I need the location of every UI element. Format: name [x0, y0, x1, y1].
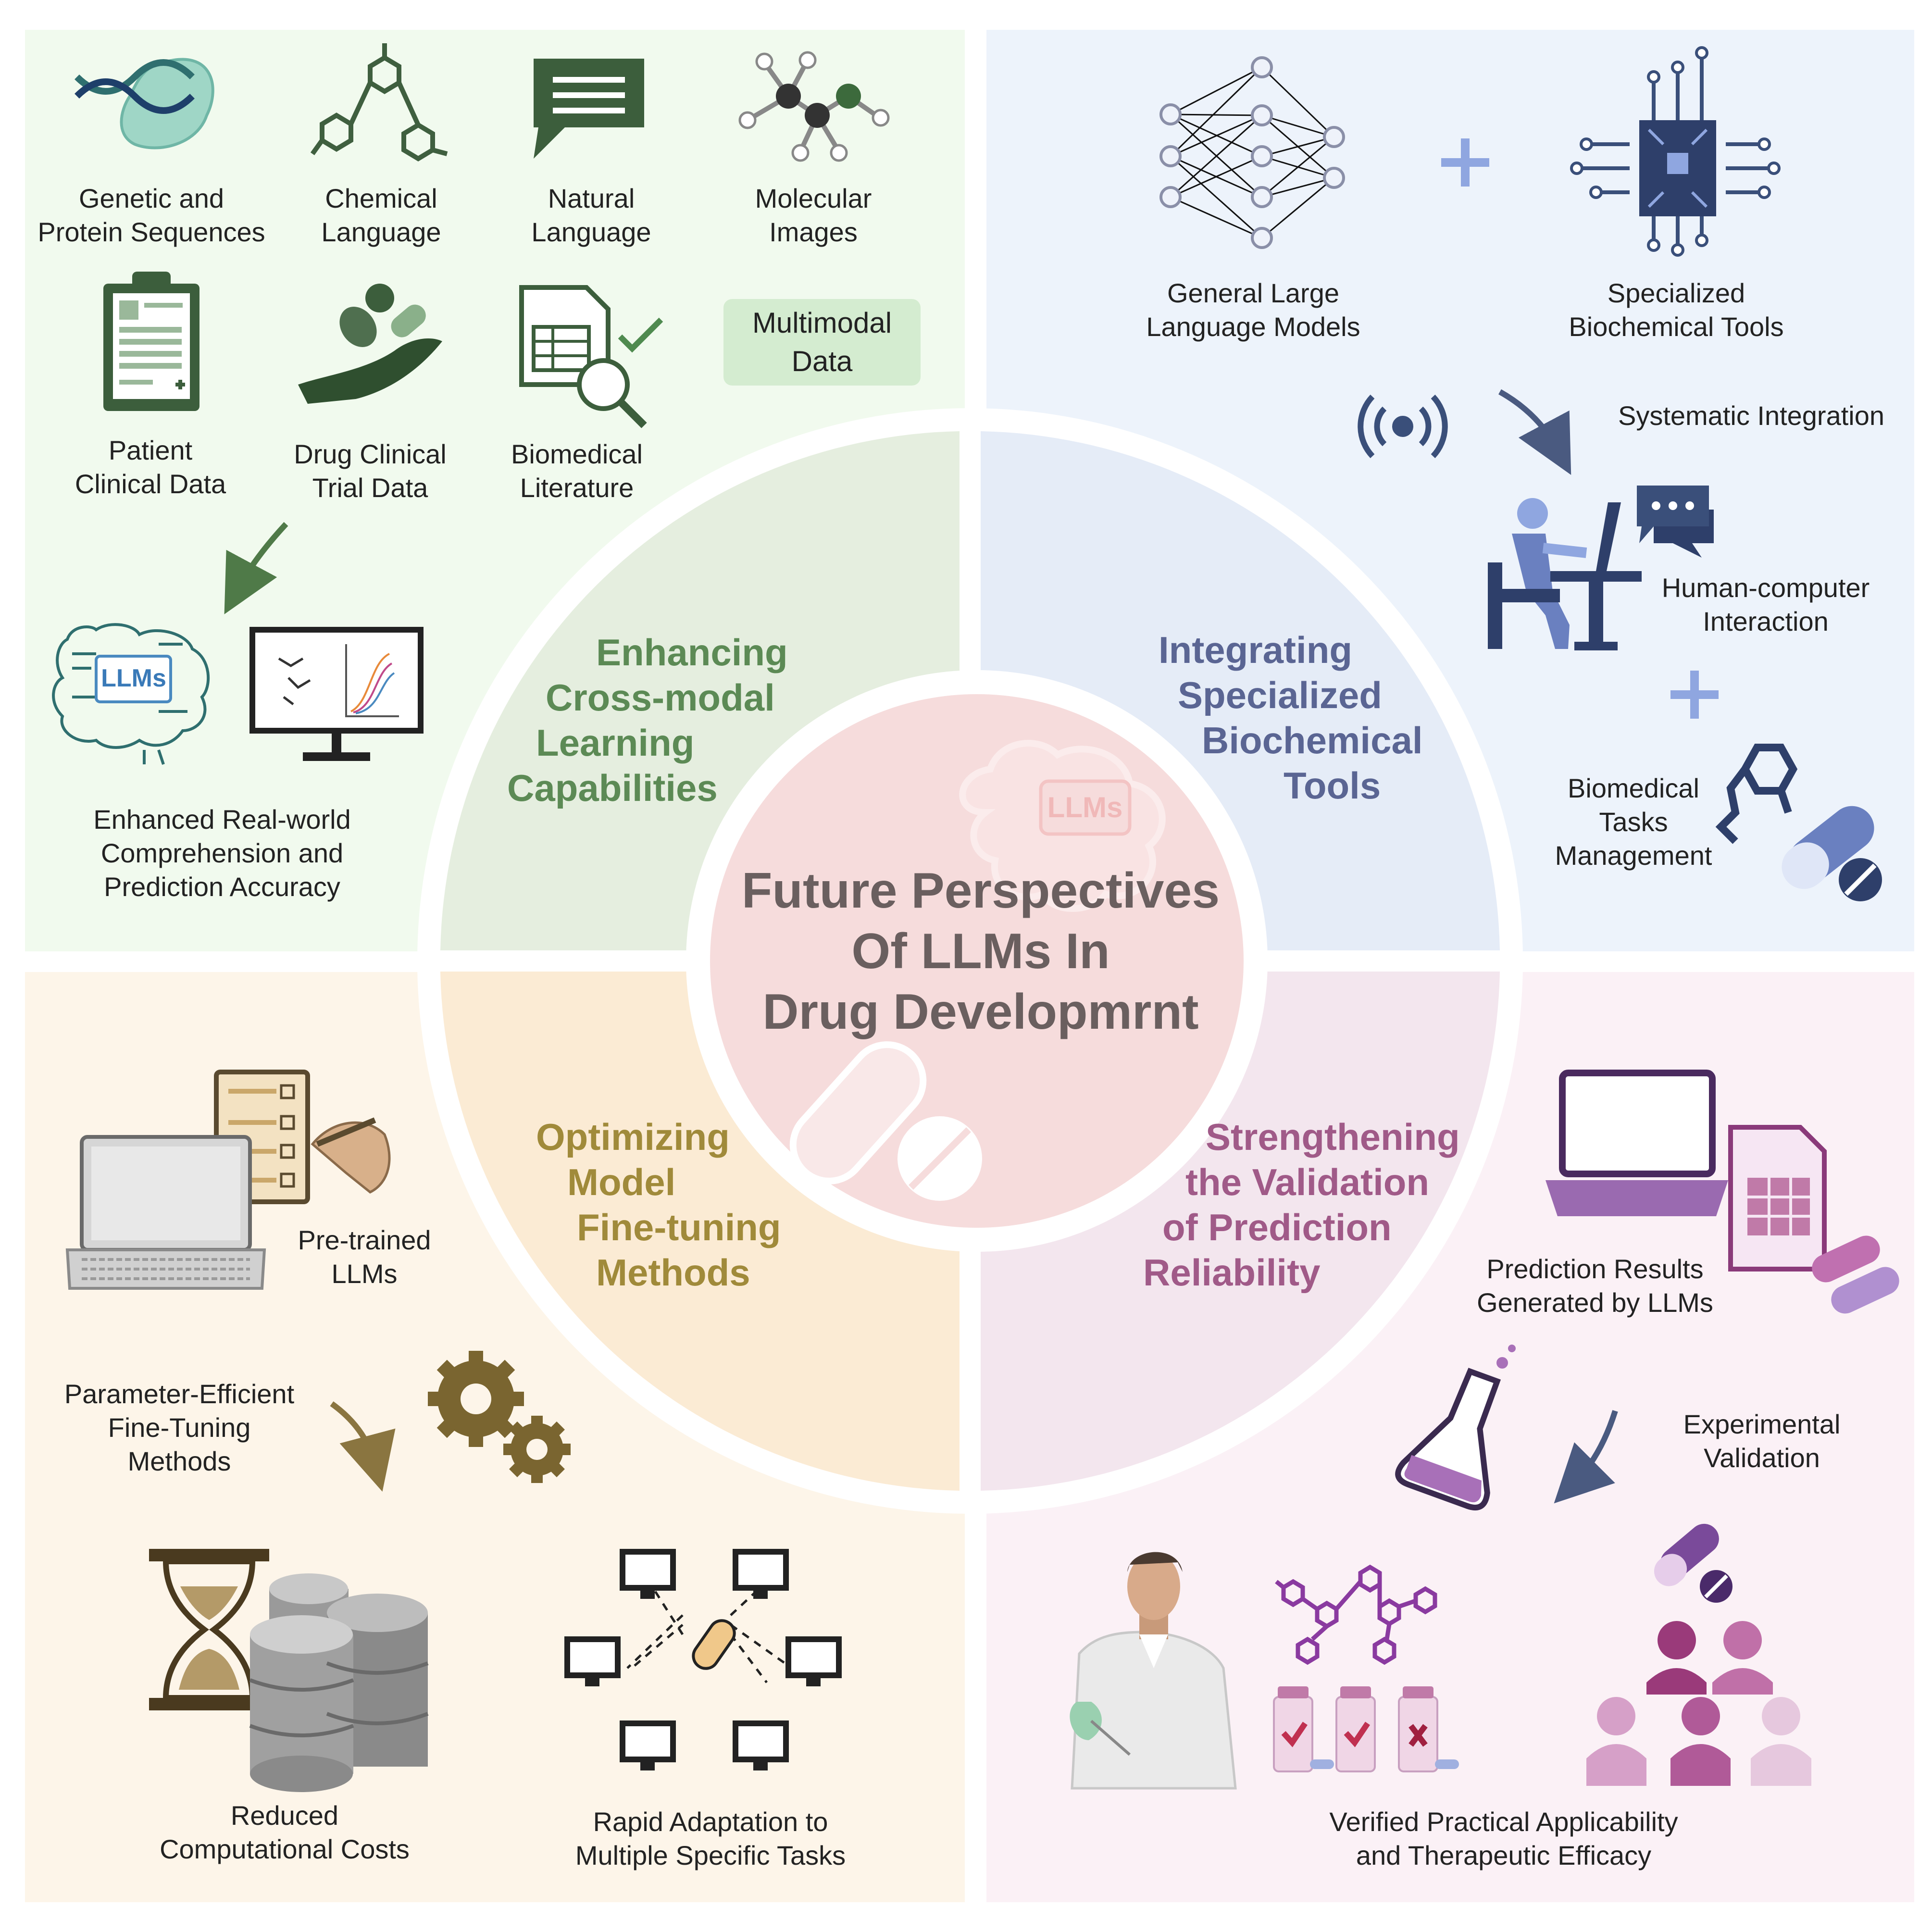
people-pyramid-icon	[1586, 1621, 1811, 1786]
molecule-pill-icon	[1715, 744, 1882, 901]
tl-flow-arrow	[224, 522, 288, 614]
clipboard-icon	[103, 272, 199, 411]
theme-title-validation: Strengthening the Validation of Predicti…	[1143, 1114, 1460, 1295]
dna-protein-icon	[75, 58, 214, 150]
theme-title-fine-tuning: Optimizing Model Fine-tuning Methods	[536, 1114, 781, 1295]
center-title-line: Future Perspectives	[741, 863, 1220, 919]
center-title: Future Perspectives Of LLMs In Drug Deve…	[731, 860, 1231, 1042]
hand-pills-icon	[298, 284, 442, 404]
label-prediction-results: Prediction Results Generated by LLMs	[1477, 1254, 1713, 1318]
label-peft-methods: Parameter-Efficient Fine-Tuning Methods	[64, 1379, 295, 1476]
label-rapid-adaptation: Rapid Adaptation to Multiple Specific Tas…	[575, 1807, 846, 1870]
label-specialized-tools: Specialized Biochemical Tools	[1569, 278, 1784, 342]
theme-line: Model	[567, 1161, 676, 1203]
plus-icon-top	[1441, 138, 1489, 187]
theme-line: Reliability	[1143, 1251, 1321, 1294]
plus-icon-bottom	[1670, 671, 1719, 719]
flask-icon	[1395, 1345, 1516, 1511]
hub-pill-icon	[789, 1041, 982, 1201]
monitor-chart-icon	[249, 627, 424, 761]
chemical-structure-icon	[310, 43, 448, 162]
laptop-report-icon	[1546, 1070, 1899, 1314]
theme-title-cross-modal: Enhancing Cross-modal Learning Capabilit…	[507, 630, 788, 810]
multimodal-data-box: Multimodal Data	[723, 299, 921, 386]
chip-llm-badge: LLMs	[101, 664, 166, 692]
person-computer-icon	[1488, 498, 1642, 650]
vials-icon	[1273, 1686, 1459, 1772]
theme-title-biochemical-tools: Integrating Specialized Biochemical Tool…	[1159, 627, 1423, 808]
label-experimental-validation: Experimental Validation	[1683, 1409, 1841, 1473]
theme-line: Integrating	[1159, 629, 1352, 671]
hub-llm-badge: LLMs	[1047, 791, 1123, 823]
label-natural-language: Natural Language	[531, 183, 651, 247]
hub-llm-badge-frame	[1039, 779, 1132, 836]
gears-icon	[428, 1351, 571, 1483]
center-title-line: Of LLMs In	[851, 923, 1110, 979]
document-search-icon	[519, 285, 663, 428]
label-drug-trial: Drug Clinical Trial Data	[294, 439, 447, 503]
theme-line: of Prediction	[1162, 1206, 1392, 1248]
laptop-checklist-icon	[65, 1070, 391, 1290]
label-pretrained-llms: Pre-trained LLMs	[298, 1225, 431, 1289]
theme-line: Capabilities	[507, 767, 718, 809]
network-monitors-icon	[564, 1549, 842, 1770]
center-title-line: Drug Developmrnt	[762, 984, 1199, 1040]
theme-line: Methods	[596, 1251, 750, 1294]
label-tasks-management: Biomedical Tasks Management	[1555, 773, 1712, 871]
theme-line: Learning	[536, 722, 695, 764]
speech-bubble-icon	[534, 59, 644, 159]
theme-line: the Validation	[1185, 1161, 1430, 1203]
molecules-cluster-icon	[1275, 1564, 1437, 1665]
pill-capsule-icon	[1654, 1523, 1733, 1603]
theme-line: Fine-tuning	[577, 1206, 781, 1248]
database-stack	[249, 1573, 429, 1792]
circuit-chip-icon	[1570, 46, 1781, 257]
scientist-icon	[1070, 1552, 1237, 1790]
label-chemical-language: Chemical Language	[321, 183, 441, 247]
theme-line: Strengthening	[1206, 1116, 1460, 1158]
theme-line: Specialized	[1178, 674, 1382, 716]
tr-flow-arrow	[1498, 389, 1571, 475]
signal-icon	[1358, 394, 1448, 459]
label-molecular-images: Molecular Images	[755, 183, 872, 247]
label-verified-applicability: Verified Practical Applicability and Ther…	[1329, 1807, 1678, 1870]
theme-line: Optimizing	[536, 1116, 730, 1158]
label-biomedical-literature: Biomedical Literature	[511, 439, 643, 503]
label-general-llm: General Large Language Models	[1146, 278, 1360, 342]
label-systematic-integration: Systematic Integration	[1618, 400, 1885, 431]
theme-line: Tools	[1284, 764, 1381, 807]
theme-line: Cross-modal	[546, 676, 775, 719]
molecule-model-icon	[738, 51, 890, 162]
bl-flow-arrow	[330, 1401, 396, 1492]
label-reduced-costs: Reduced Computational Costs	[160, 1800, 410, 1864]
chat-bubbles-icon	[1637, 486, 1714, 558]
label-patient-clinical: Patient Clinical Data	[75, 435, 226, 499]
neural-network-icon	[1159, 56, 1345, 249]
theme-line: Biochemical	[1202, 719, 1423, 761]
theme-line: Enhancing	[596, 631, 788, 673]
br-flow-arrow	[1554, 1410, 1618, 1504]
label-enhanced-comprehension: Enhanced Real-world Comprehension and Pred…	[93, 804, 351, 902]
label-genetic-protein: Genetic and Protein Sequences	[37, 183, 265, 247]
llm-brain-chip-icon	[52, 623, 210, 765]
hourglass-database-icon	[149, 1549, 429, 1792]
label-human-computer: Human-computer Interaction	[1661, 573, 1870, 636]
